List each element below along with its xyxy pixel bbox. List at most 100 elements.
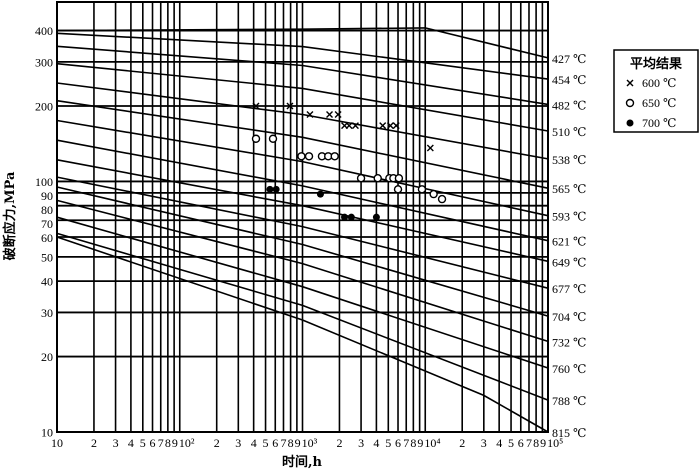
x-tick-label: 4 [496,436,502,450]
x-tick-label: 5 [263,436,269,450]
x-tick-label: 10³ [302,436,318,450]
open-circle-marker [251,134,261,143]
legend-entry-label: 650 ℃ [642,96,676,110]
legend-entry-label: 700 ℃ [642,116,676,130]
temperature-curve [56,99,549,189]
cross-stroke [392,122,400,130]
x-tick-label: 8 [410,436,416,450]
temperature-curve [56,119,549,217]
grid [56,2,549,433]
filled-circle-marker [347,213,355,221]
filled-circle-marker [372,213,380,221]
curve-temperature-label: 815 ℃ [552,426,586,440]
cross-marker [626,79,634,87]
temperature-curves: 427 ℃ 454 ℃ 482 ℃ 510 ℃ 538 ℃ 565 ℃ 593 ℃ 621 ℃… [56,27,586,440]
filled-circle-marker [316,190,324,198]
filled-circle-marker [272,185,280,193]
y-tick-label: 60 [41,231,53,245]
temperature-curve [56,45,549,106]
plot-border [56,1,549,433]
open-circle-marker [356,174,366,183]
curve-temperature-label: 593 ℃ [552,210,586,224]
temperature-curve [56,82,549,160]
cross-marker [386,122,394,130]
x-tick-label: 2 [459,436,465,450]
temperature-curve [56,186,549,317]
y-axis-label: 破断应力,MPa [2,171,18,260]
x-tick-label: 3 [235,436,241,450]
open-circle-marker [625,98,635,108]
temperature-curve [56,216,549,369]
filled-circle-marker [626,119,634,127]
cross-stroke [386,122,394,130]
curve-temperature-label: 454 ℃ [552,73,586,87]
curve-temperature-label: 538 ℃ [552,153,586,167]
legend-box [613,49,699,133]
filled-circle-marker [341,213,349,221]
x-tick-label: 5 [385,436,391,450]
x-tick-label: 6 [518,436,524,450]
x-tick-label: 6 [272,436,278,450]
x-tick-label: 10 [51,436,63,450]
x-tick-label: 3 [481,436,487,450]
open-circle-marker [437,194,447,204]
y-tick-label: 40 [41,275,53,289]
curve-temperature-label: 649 ℃ [552,255,586,269]
y-tick-label: 80 [41,203,53,217]
cross-stroke [626,79,634,87]
y-tick-label: 400 [35,24,53,38]
open-circle-marker [417,185,427,194]
x-tick-label: 2 [91,436,97,450]
cross-marker [252,102,260,110]
cross-marker [306,110,314,118]
x-tick-label: 3 [113,436,119,450]
y-tick-label: 200 [35,100,53,114]
temperature-curve [56,159,549,263]
temperature-curve [56,176,549,289]
y-tick-label: 70 [41,217,53,231]
x-axis-label: 时间,h [282,454,323,470]
curve-temperature-label: 704 ℃ [552,310,586,324]
open-circle-marker [330,152,339,161]
cross-stroke [334,110,342,118]
x-tick-label: 7 [281,436,287,450]
x-tick-label: 8 [288,436,294,450]
x-tick-label: 6 [395,436,401,450]
x-tick-label: 5 [508,436,514,450]
legend-entry-label: 600 ℃ [642,76,676,90]
open-circle-marker [393,185,403,194]
cross-marker [426,144,434,152]
open-circle-marker [304,152,314,161]
y-tick-label: 300 [35,55,53,69]
x-tick-label: 7 [158,436,164,450]
cross-marker [345,122,353,130]
x-tick-label: 6 [150,436,156,450]
curve-temperature-label: 482 ℃ [552,98,586,112]
x-tick-label: 2 [337,436,343,450]
open-circle-marker [394,174,404,183]
legend-title: 平均结果 [630,56,682,72]
legend: 平均结果 600 ℃ 650 ℃ 700 ℃ [613,49,699,133]
y-tick-label: 50 [41,250,53,264]
curve-temperature-label: 510 ℃ [552,125,586,139]
cross-marker [392,122,400,130]
x-tick-label: 4 [373,436,379,450]
open-circle-marker [297,152,306,161]
cross-stroke [306,110,314,118]
cross-marker [351,122,359,130]
x-tick-label: 3 [358,436,364,450]
cross-stroke [252,102,260,110]
open-circle-marker [373,174,382,183]
cross-stroke [326,110,334,118]
x-tick-label: 8 [533,436,539,450]
temperature-curve [56,236,549,433]
cross-marker [286,102,294,110]
curve-temperature-label: 788 ℃ [552,394,586,408]
open-circle-marker [429,189,438,199]
curve-temperature-label: 621 ℃ [552,235,586,249]
y-tick-label: 30 [41,306,53,320]
x-tick-label: 4 [128,436,134,450]
temperature-curve [56,199,549,343]
y-tick-label: 10 [41,426,53,440]
